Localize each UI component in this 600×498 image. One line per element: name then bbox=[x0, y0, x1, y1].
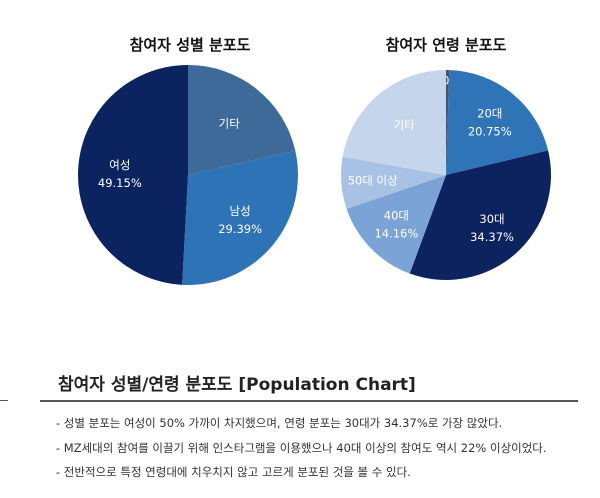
pie-slice-1-3 bbox=[346, 175, 446, 274]
slice-label: 30대 bbox=[479, 212, 504, 226]
slice-label: 20대 bbox=[477, 106, 502, 120]
pie-slice-1-0 bbox=[446, 70, 450, 175]
pie-slice-0-2 bbox=[77, 64, 188, 285]
slice-label: 여성 bbox=[109, 158, 130, 172]
pie-slice-1-2 bbox=[409, 150, 551, 280]
slice-label: 기타 bbox=[219, 116, 241, 130]
slice-label: 50대 이상 bbox=[348, 174, 398, 188]
bullet-1: - 성별 분포는 여성이 50% 가까이 차지했으며, 연령 분포는 30대가 … bbox=[56, 416, 503, 430]
heading-divider bbox=[40, 400, 578, 402]
slice-label: 남성 bbox=[230, 204, 251, 218]
slice-label: 기타 bbox=[394, 118, 416, 132]
bullet-3: - 전반적으로 특정 연령대에 치우치지 않고 고르게 분포된 것을 볼 수 있… bbox=[56, 465, 411, 479]
pie-charts: 기타남성29.39%여성49.15%10대20대20.75%30대34.37%4… bbox=[77, 64, 551, 285]
slice-value-label: 29.39% bbox=[218, 222, 262, 236]
pie-slice-1-4 bbox=[341, 156, 446, 209]
pie-slice-0-1 bbox=[182, 150, 298, 285]
slice-value-label: 34.37% bbox=[470, 230, 514, 244]
section-heading: 참여자 성별/연령 분포도 [Population Chart] bbox=[58, 375, 416, 395]
slice-label: 40대 bbox=[384, 208, 409, 222]
slice-value-label: 14.16% bbox=[374, 226, 418, 240]
gender-chart-title: 참여자 성별 분포도 bbox=[129, 36, 251, 54]
slice-value-label: 49.15% bbox=[98, 176, 142, 190]
age-chart-title: 참여자 연령 분포도 bbox=[385, 36, 507, 54]
slice-value-label: 20.75% bbox=[468, 124, 512, 138]
pie-slice-0-0 bbox=[188, 65, 296, 175]
divider-stub bbox=[0, 400, 8, 401]
bullet-2: - MZ세대의 참여를 이끌기 위해 인스타그램을 이용했으나 40대 이상의 … bbox=[56, 441, 547, 455]
pie-slice-1-1 bbox=[446, 70, 549, 175]
pie-slice-1-5 bbox=[342, 70, 446, 175]
